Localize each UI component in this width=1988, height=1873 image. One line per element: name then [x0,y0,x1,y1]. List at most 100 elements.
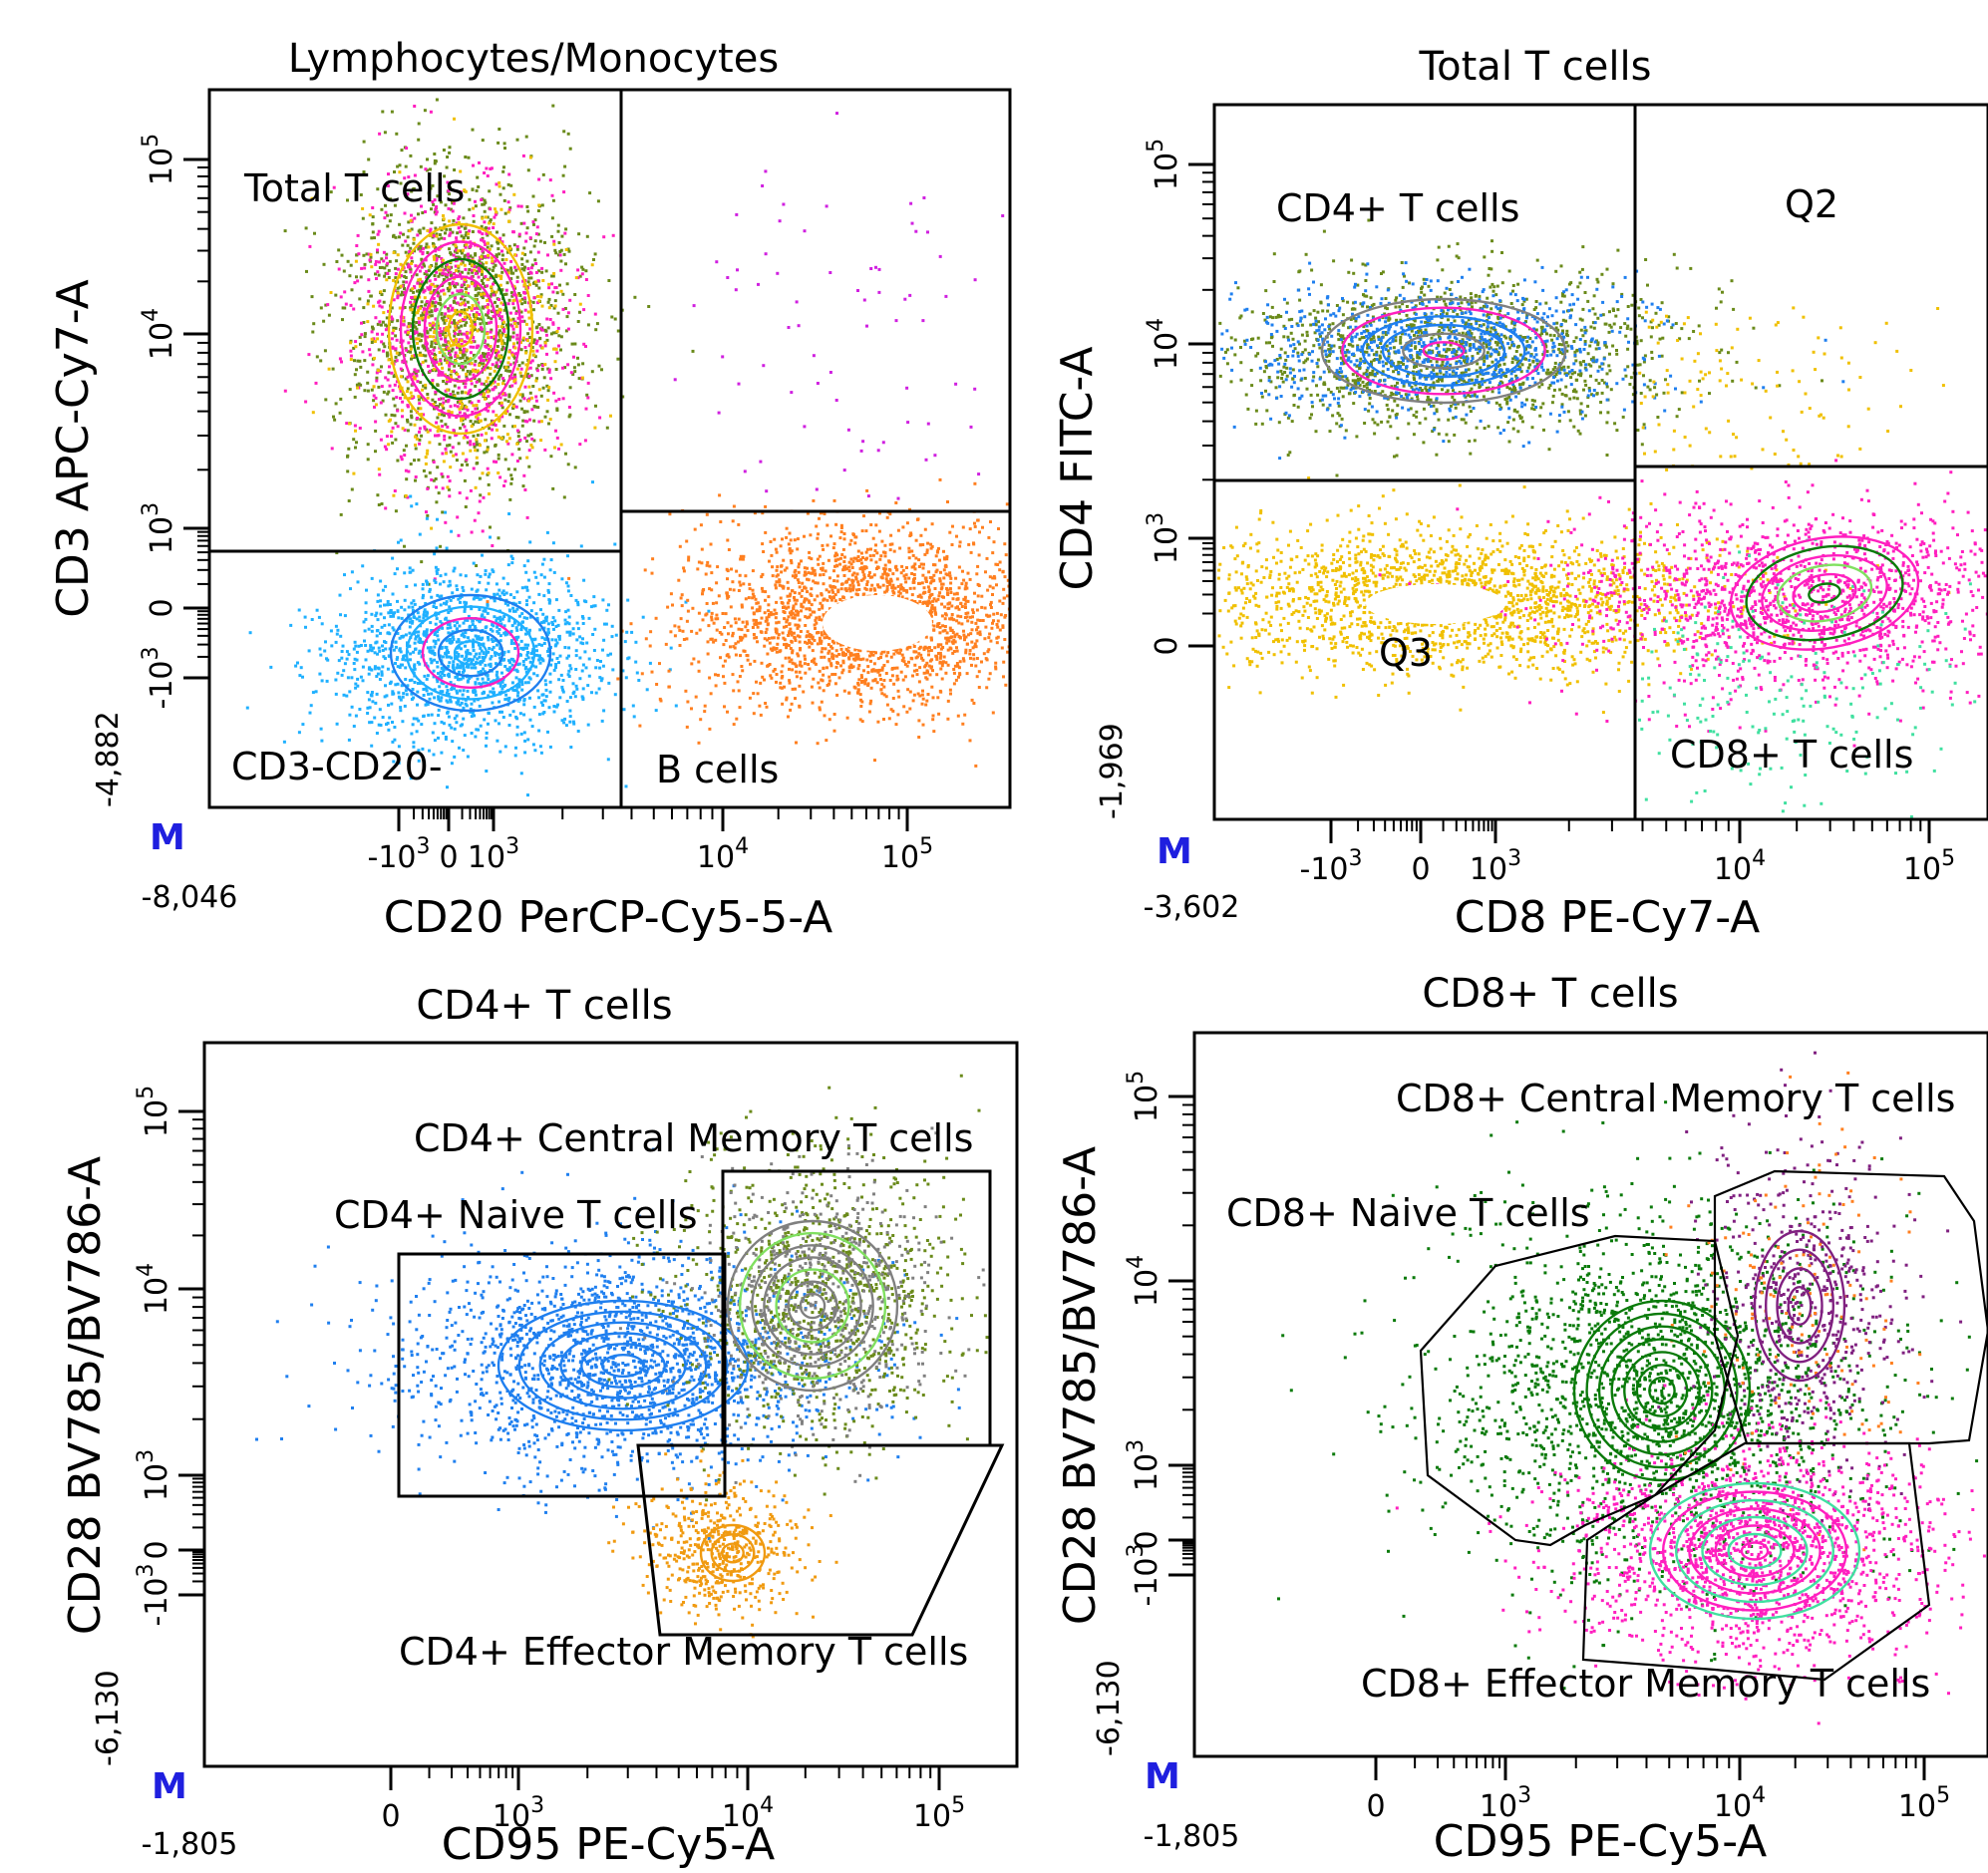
p1-population-olive-dot [448,436,452,440]
p1-population-magenta-dots-dot [480,198,484,201]
p1-population-orange-dots-dot [976,618,980,622]
p1-population-yellow-dots-dot [424,462,428,466]
p1-population-cyan-dots-dot [452,569,456,573]
p1-population-olive-dot [404,164,408,168]
p1-population-yellow-dots-dot [504,366,508,370]
p1-population-olive-dot [434,354,438,358]
p1-population-cyan-dots-dot [590,691,593,695]
p1-population-yellow-dots-dot [488,492,491,495]
p1-population-orange-dots-dot [723,626,727,629]
p1-population-cyan-dots-dot [487,635,490,639]
p1-population-magenta-dots-dot [450,308,454,312]
p1-population-yellow-dots-dot [484,215,488,219]
p1-population-olive-dot [396,459,400,463]
p1-population-olive-dot [402,449,406,453]
p1-population-cyan-dots-dot [563,717,567,721]
p1-population-yellow-dots-dot [464,278,467,281]
p1-population-cyan-dots-dot [580,615,584,618]
p1-population-olive-dot [502,142,506,146]
p1-population-cyan-dots-dot [403,704,407,708]
p1-population-olive-dot [464,365,468,369]
p1-population-orange-dots-dot [876,720,880,724]
p1-population-yellow-dots-dot [515,367,519,371]
p1-population-cyan-dots-dot [544,618,548,622]
p1-population-olive-dot [327,313,331,317]
p1-population-magenta-dots-dot [586,294,590,297]
p1-population-olive-dot [541,172,545,176]
p1-population-cyan-dots-dot [413,663,417,667]
p1-population-yellow-dots-dot [366,320,370,324]
p1-population-yellow-dots-dot [442,214,445,217]
p1-population-olive-dot [322,262,326,266]
p1-population-magenta-dots-dot [470,401,474,405]
p1-population-yellow-dots-dot [507,437,511,441]
p1-population-olive-dot [538,336,542,340]
p1-population-olive-dot [448,185,452,189]
p1-population-olive-dot [497,329,501,333]
p1-population-cyan-dots-dot [437,672,440,676]
p1-population-cyan-dots-dot [426,611,430,615]
p1-population-cyan-dots-dot [557,608,561,612]
p1-population-cyan-dots-dot [568,715,572,719]
p1-population-magenta-dots-dot [432,348,436,352]
p1-population-cyan-dots-dot [479,597,483,601]
p1-population-cyan-dots-dot [402,655,406,658]
p1-population-magenta-dots-dot [435,421,439,425]
p1-population-olive-dot [514,310,518,314]
p1-population-olive-dot [476,434,480,438]
p1-population-cyan-dots-dot [422,694,426,697]
p1-population-orange-dots-dot [970,663,973,667]
p1-population-cyan-dots-dot [296,661,299,665]
p1-population-olive-dot [497,247,500,251]
p1-population-olive-dot [346,454,350,458]
p1-population-olive-dot [559,248,563,252]
p1-population-yellow-dots-dot [421,388,425,392]
p1-population-yellow-dots-dot [413,377,417,381]
p1-population-magenta-dots-dot [491,544,495,547]
p1-population-orange-dots-dot [697,611,701,615]
p1-population-olive-dot [478,287,482,291]
p1-population-cyan-dots-dot [393,738,397,742]
p1-population-yellow-dots-dot [471,263,475,267]
p1-population-cyan-dots-dot [396,656,400,660]
p1-population-orange-dots-dot [929,649,933,652]
p1-population-olive-dot [341,306,345,310]
p1-population-olive-dot [511,271,515,275]
p1-population-olive-dot [403,544,406,548]
p1-population-cyan-dots-dot [363,639,366,643]
p1-population-magenta-dots-dot [499,403,503,407]
p1-population-orange-dots-dot [796,537,800,541]
p1-population-cyan-dots-dot [445,600,449,604]
p1-population-olive-dot [555,291,559,295]
p1-population-magenta-dots-dot [371,206,375,209]
p1-population-cyan-dots-dot [354,644,358,648]
p1-population-olive-dot [543,240,546,244]
p1-population-magenta-dots-dot [500,240,504,244]
p1-population-magenta-dots-dot [554,286,558,289]
p1-population-cyan-dots-dot [462,621,466,625]
p1-population-magenta-dots-dot [353,424,357,428]
p1-population-magenta-dots-dot [549,377,553,381]
p1-population-olive-dot [566,463,570,467]
p1-population-cyan-dots-dot [489,690,493,694]
p1-population-olive-dot [435,500,439,504]
p1-population-cyan-dots-dot [551,541,555,545]
p1-population-orange-dots-dot [760,586,764,590]
p1-population-magenta-dots-dot [490,166,494,170]
p1-population-magenta-dots-dot [457,226,461,230]
p1-population-olive-dot [564,262,567,266]
p1-population-magenta-dots-dot [452,429,456,433]
p1-population-olive-dot [427,269,431,273]
p1-population-cyan-dots-dot [389,680,393,684]
p1-population-cyan-dots-dot [526,738,530,742]
p1-population-yellow-dots-dot [461,452,465,456]
p1-population-magenta-dots-dot [378,132,382,136]
p1-population-magenta-dots-dot [473,307,477,311]
p1-population-yellow-dots-dot [527,385,531,389]
p1-population-magenta-dots-dot [409,300,413,304]
p1-population-magenta-dots-dot [408,250,412,253]
p1-population-yellow-dots-dot [446,314,450,318]
p1-population-cyan-dots-dot [490,655,494,659]
p1-population-olive-dot [399,181,403,185]
p1-population-olive-dot [468,207,472,211]
